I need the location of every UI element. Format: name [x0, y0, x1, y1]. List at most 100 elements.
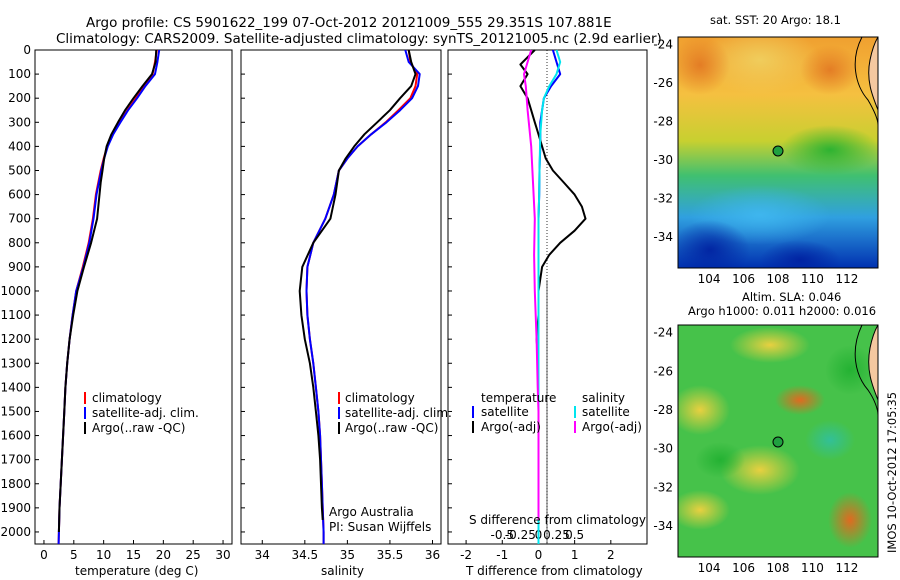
y-tick-label: 1200: [0, 332, 31, 346]
y-tick-label: 1300: [0, 356, 31, 370]
legend-argo: Argo(..raw -QC): [92, 421, 185, 435]
argo-location-marker-sla: [772, 436, 784, 448]
salinity-series-argo-raw-qc-: [298, 49, 417, 520]
y-tick-label: 1900: [0, 501, 31, 515]
y-tick-label: 0: [23, 43, 31, 57]
s-tick-label: 0.5: [565, 528, 584, 542]
difference-panel: [447, 49, 648, 545]
y-tick-label: 400: [8, 139, 31, 153]
map-x-tick-label: 110: [801, 272, 824, 286]
map-y-tick-label: -24: [653, 38, 673, 52]
sla-map-title-line2: Argo h1000: 0.011 h2000: 0.016: [688, 304, 876, 318]
legend-s-satellite: satellite: [582, 405, 630, 419]
y-tick-label: 1500: [0, 404, 31, 418]
x-tick-label: 35.5: [377, 548, 404, 562]
credit-line2: PI: Susan Wijffels: [329, 520, 431, 534]
s-tick-label: -0.25: [505, 528, 536, 542]
y-tick-label: 500: [8, 163, 31, 177]
temperature-series-argo-raw-qc-: [57, 49, 158, 533]
map-x-tick-label: 104: [698, 561, 721, 575]
x-tick-label: 5: [70, 548, 78, 562]
y-tick-label: 900: [8, 260, 31, 274]
map-x-tick-label: 108: [767, 272, 790, 286]
sla-map-frame: [677, 324, 879, 558]
legend-t-argo: Argo(-adj): [481, 420, 541, 434]
temperature-panel: [34, 49, 233, 545]
x-tick-label: 0: [40, 548, 48, 562]
legend-header-temperature: temperature: [481, 391, 556, 405]
x-tick-label: 10: [96, 548, 111, 562]
sst-map-title: sat. SST: 20 Argo: 18.1: [710, 13, 841, 27]
legend-satellite-adj: satellite-adj. clim.: [345, 406, 452, 420]
map-y-tick-label: -34: [653, 519, 673, 533]
map-x-tick-label: 106: [732, 272, 755, 286]
salinity-panel: [240, 49, 442, 545]
title-line1: Argo profile: CS 5901622_199 07-Oct-2012…: [86, 15, 612, 31]
map-y-tick-label: -34: [653, 230, 673, 244]
y-tick-label: 1100: [0, 308, 31, 322]
x-tick-label: 36: [425, 548, 440, 562]
y-tick-label: 200: [8, 91, 31, 105]
imos-credit: IMOS 10-Oct-2012 17:05:35: [885, 392, 899, 553]
y-tick-label: 800: [8, 236, 31, 250]
s-tick-label: 0.25: [543, 528, 570, 542]
difference-xlabel: T difference from climatology: [465, 564, 643, 578]
legend-climatology: climatology: [92, 391, 162, 405]
map-y-tick-label: -26: [653, 76, 673, 90]
map-x-tick-label: 106: [732, 561, 755, 575]
y-tick-label: 100: [8, 67, 31, 81]
map-y-tick-label: -32: [653, 192, 673, 206]
x-tick-label: 1: [571, 548, 579, 562]
y-tick-label: 300: [8, 115, 31, 129]
map-x-tick-label: 110: [801, 561, 824, 575]
y-tick-label: 1400: [0, 380, 31, 394]
x-tick-label: 0: [535, 548, 543, 562]
map-y-tick-label: -28: [653, 115, 673, 129]
map-y-tick-label: -26: [653, 364, 673, 378]
map-x-tick-label: 112: [836, 561, 859, 575]
x-tick-label: 34: [255, 548, 270, 562]
sla-map-title-line1: Altim. SLA: 0.046: [742, 290, 841, 304]
s-difference-label: S difference from climatology: [469, 513, 646, 527]
x-tick-label: 2: [607, 548, 615, 562]
y-tick-label: 1700: [0, 453, 31, 467]
salinity-legend: climatology satellite-adj. clim. Argo(..…: [338, 391, 452, 435]
map-x-tick-label: 104: [698, 272, 721, 286]
map-x-tick-label: 112: [836, 272, 859, 286]
y-tick-label: 1800: [0, 477, 31, 491]
temperature-xlabel: temperature (deg C): [75, 564, 198, 578]
x-tick-label: 30: [215, 548, 230, 562]
y-tick-label: 700: [8, 212, 31, 226]
temperature-legend: climatology satellite-adj. clim. Argo(..…: [84, 391, 199, 435]
s-tick-label: -0.5: [491, 528, 514, 542]
x-tick-label: 35: [340, 548, 355, 562]
sst-map-frame: [677, 36, 879, 269]
x-tick-label: 20: [156, 548, 171, 562]
x-tick-label: -1: [496, 548, 508, 562]
x-tick-label: 15: [126, 548, 141, 562]
y-tick-label: 1600: [0, 429, 31, 443]
legend-climatology: climatology: [345, 391, 415, 405]
legend-argo: Argo(..raw -QC): [345, 421, 438, 435]
map-y-tick-label: -32: [653, 480, 673, 494]
y-tick-label: 600: [8, 188, 31, 202]
differences-series-argo-adj-: [523, 49, 540, 520]
credit-line1: Argo Australia: [329, 505, 414, 519]
difference-legend: temperature salinity satellite Argo(-adj…: [472, 391, 642, 434]
x-tick-label: -2: [460, 548, 472, 562]
y-tick-label: 2000: [0, 525, 31, 539]
map-y-tick-label: -30: [653, 153, 673, 167]
y-tick-label: 1000: [0, 284, 31, 298]
map-x-tick-label: 108: [767, 561, 790, 575]
salinity-xlabel: salinity: [321, 564, 364, 578]
map-y-tick-label: -28: [653, 403, 673, 417]
legend-s-argo: Argo(-adj): [582, 420, 642, 434]
legend-satellite-adj: satellite-adj. clim.: [92, 406, 199, 420]
differences-series-satellite: [537, 49, 562, 544]
title-line2: Climatology: CARS2009. Satellite-adjuste…: [56, 31, 662, 47]
legend-header-salinity: salinity: [582, 391, 625, 405]
map-y-tick-label: -24: [653, 326, 673, 340]
x-tick-label: 34.5: [291, 548, 318, 562]
argo-location-marker-sst: [772, 145, 784, 157]
